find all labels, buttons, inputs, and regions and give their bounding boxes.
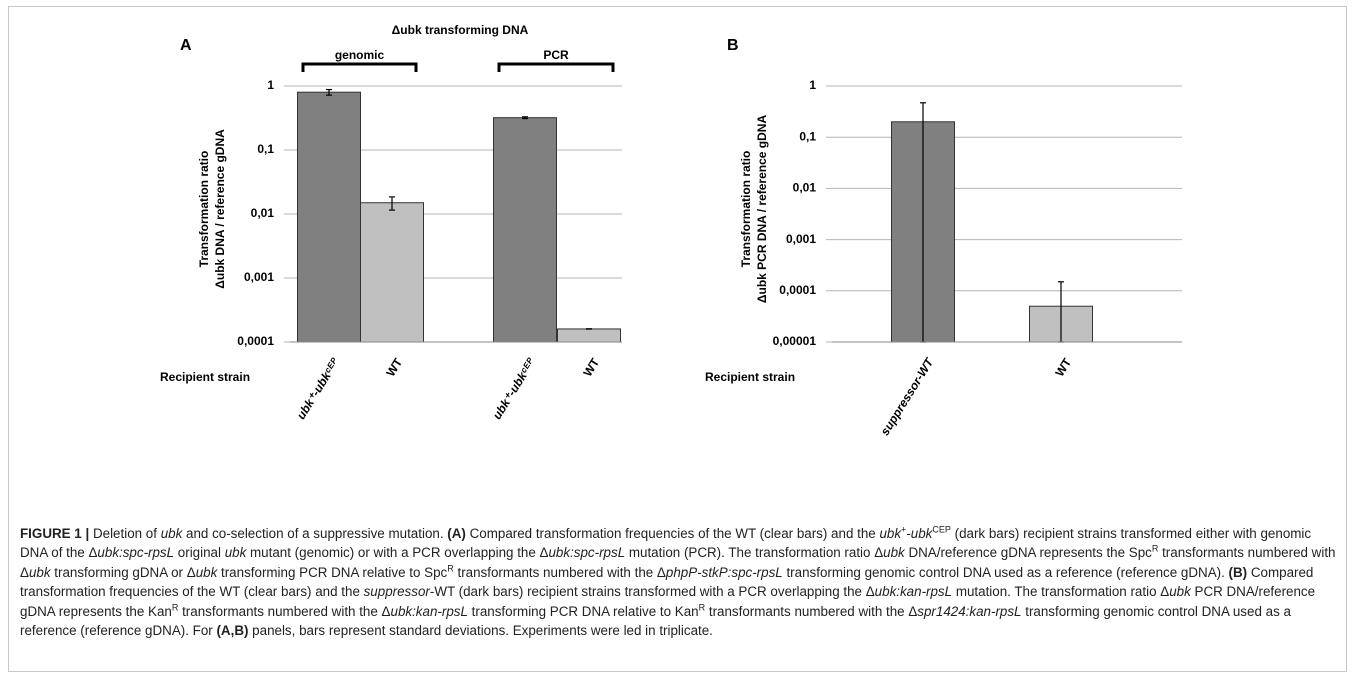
caption-text: ubk [1169,584,1191,600]
panel-label: A [180,37,192,54]
y-axis-label: Δubk DNA / reference gDNA [213,129,227,289]
error-bar [522,116,528,120]
y-axis-label: Transformation ratio [197,151,211,268]
caption-text: suppressor [363,584,430,600]
caption-text: CEP [932,524,951,535]
y-tick-label: 0,01 [793,181,817,195]
caption-text: FIGURE 1 | [20,526,90,541]
x-tick-label: WT [1052,355,1074,379]
caption-text: and co-selection of a suppressive mutati… [182,526,448,541]
x-axis-label: Recipient strain [705,370,795,384]
caption-text: ubk [224,545,247,561]
y-tick-label: 0,1 [799,129,816,143]
caption-text: panels, bars represent standard deviatio… [248,623,713,639]
x-tick-label: WT [383,355,405,379]
caption-text: (dark bars) recipient strains transforme… [20,526,1312,561]
caption-text: ubk:spc-rpsL [548,545,626,561]
x-tick-label: WT [580,355,602,379]
caption-text: ubk:spc-rpsL [97,545,175,561]
caption-text: original [174,545,225,561]
group-bracket [497,62,615,72]
caption-text: phpP-stkP:spc-rpsL [665,564,783,580]
caption-text: PCR DNA/reference gDNA represents the Ka… [20,584,1316,619]
figure-charts: A Δubk transforming DNA Transformation rat… [160,23,1182,438]
caption-text: transforming gDNA or Δ [50,564,196,580]
caption-text: ubk [28,564,51,580]
caption-text: ubk [879,526,902,541]
group-label: PCR [543,48,569,62]
bar [360,202,424,343]
y-tick-label: 0,1 [257,142,274,156]
caption-text: R [1151,543,1159,554]
error-bar [389,196,395,211]
caption-text: (A) [447,526,466,541]
y-tick-label: 0,01 [251,206,275,220]
caption-text: Deletion of [89,526,161,541]
x-tick-label: ubk⁺-ubkᶜᴱᴾ [294,355,343,421]
caption-text: transforming genomic control DNA used as… [20,603,1291,639]
y-tick-label: 1 [809,78,816,92]
y-tick-label: 0,0001 [237,334,274,348]
caption-text: ubk:kan-rpsL [390,603,468,619]
bar [493,117,557,343]
caption-text: R [698,602,706,613]
caption-text: -WT (dark bars) recipient strains transf… [429,584,875,600]
caption-text: transforming PCR DNA relative to Kan [467,603,699,619]
caption-text: ubk [883,545,905,561]
caption-text: mutant (genomic) or with a PCR overlappi… [246,545,549,561]
caption-text: transforming PCR DNA relative to Spc [217,564,448,580]
caption-text: transformants numbered with Δ [20,545,1336,580]
x-axis-label: Recipient strain [160,370,250,384]
y-tick-label: 0,001 [244,270,274,284]
x-tick-label: suppressor-WT [878,354,937,437]
caption-text: ubk [910,526,933,541]
error-bar [326,88,332,96]
caption-text: transformants numbered with the Δ [453,564,666,580]
x-tick-label: ubk⁺-ubkᶜᴱᴾ [490,355,539,421]
caption-text: Compared transformation frequencies of t… [465,526,880,541]
caption-text: transformants numbered with the Δ [178,603,391,619]
y-axis-label: Transformation ratio [739,151,753,268]
caption-text: mutation (PCR). The transformation ratio… [625,545,884,561]
figure-caption: FIGURE 1 | Deletion of ubk and co-select… [20,524,1338,640]
group-bracket [301,62,418,72]
caption-text: + [901,524,907,535]
caption-text: Compared transformation frequencies of t… [20,564,1314,600]
caption-text: ubk [160,526,183,541]
y-tick-label: 0,00001 [773,334,817,348]
caption-text: (A,B) [216,623,249,639]
caption-text: R [447,563,454,574]
caption-text: - [906,526,911,541]
bar [297,91,361,343]
figure-frame [8,6,1347,672]
caption-text: DNA/reference gDNA represents the Spc [904,545,1152,561]
chart-title: Δubk transforming DNA [392,23,529,37]
group-label: genomic [335,48,385,62]
y-tick-label: 0,001 [786,232,816,246]
y-axis-label: Δubk PCR DNA / reference gDNA [755,115,769,304]
caption-text: spr1424:kan-rpsL [917,603,1022,619]
y-tick-label: 1 [267,78,274,92]
caption-text: ubk [195,564,218,580]
caption-text: transforming genomic control DNA used as… [782,564,1229,580]
caption-text: (B) [1228,564,1248,580]
caption-text: transformants numbered with the Δ [705,603,918,619]
caption-text: R [171,602,179,613]
caption-text: ubk:kan-rpsL [874,584,953,600]
y-tick-label: 0,0001 [779,283,816,297]
bar [557,328,621,343]
panel-label: B [727,37,739,54]
caption-text: mutation. The transformation ratio Δ [952,584,1170,600]
